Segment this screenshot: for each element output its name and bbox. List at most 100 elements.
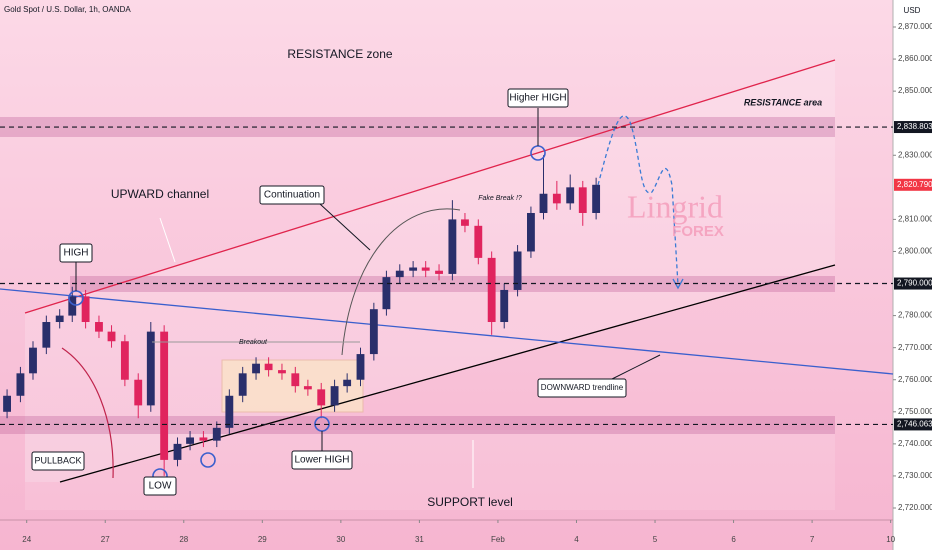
x-tick-label: 6 <box>731 535 736 544</box>
callout-box <box>507 88 569 108</box>
projection-arrowhead <box>672 278 684 290</box>
candle-body <box>527 212 535 252</box>
candle-body <box>212 427 221 441</box>
downward-trendline <box>0 288 894 375</box>
annotation: PULLBACK <box>34 455 81 465</box>
candle-body <box>421 267 430 271</box>
candle-body <box>303 386 312 390</box>
candle-body <box>474 225 483 258</box>
level-label: 2,746.063 <box>897 420 932 429</box>
y-tick-label: 2,850.000 <box>898 86 932 95</box>
y-tick-label: 2,810.000 <box>898 215 932 224</box>
candle-body <box>369 309 378 355</box>
candle-body <box>160 331 169 460</box>
chart-title: Gold Spot / U.S. Dollar, 1h, OANDA <box>4 5 131 14</box>
plot <box>3 155 601 476</box>
x-tick-label: 27 <box>101 535 110 544</box>
candle-body <box>592 184 601 213</box>
candle-body <box>252 363 260 374</box>
x-tick-label: 7 <box>810 535 815 544</box>
candle-body <box>42 322 51 348</box>
continuation-arrow <box>341 208 461 356</box>
callout-box <box>31 451 85 471</box>
annotation: Higher HIGH <box>509 93 566 104</box>
candle-body <box>199 437 208 441</box>
candle-body <box>409 267 418 271</box>
candle-body <box>68 296 77 316</box>
candle-body <box>356 354 365 380</box>
x-tick-label: 28 <box>179 535 188 544</box>
marker-circle <box>200 452 216 468</box>
candle-body <box>29 347 37 374</box>
x-tick-label: Feb <box>491 535 505 544</box>
candle-body <box>107 331 116 342</box>
candle-body <box>238 373 247 396</box>
x-tick-label: 30 <box>336 535 345 544</box>
y-tick-label: 2,860.000 <box>898 54 932 63</box>
candle-body <box>578 187 587 213</box>
annotation: Breakout <box>239 339 268 346</box>
candle-body <box>317 389 326 406</box>
candle-body <box>55 315 64 323</box>
y-tick-label: 2,760.000 <box>898 375 932 384</box>
candle-body <box>382 277 391 310</box>
candle-body <box>539 193 548 213</box>
candle-body <box>95 322 103 332</box>
y-tick-label: 2,730.000 <box>898 471 932 480</box>
callout-box <box>537 378 627 398</box>
level-label: 2,838.803 <box>897 122 932 131</box>
annotation: Lower HIGH <box>294 455 349 466</box>
y-tick-label: 2,870.000 <box>898 22 932 31</box>
callout-line <box>609 354 661 381</box>
callout-line <box>319 203 371 251</box>
x-tick-label: 24 <box>22 535 31 544</box>
x-tick-label: 10 <box>886 535 895 544</box>
x-tick-label: 29 <box>258 535 267 544</box>
candle-body <box>395 270 404 278</box>
annotation: LOW <box>149 481 172 492</box>
annotation: HIGH <box>64 248 89 259</box>
candle-body <box>291 373 300 387</box>
projection-path <box>597 115 679 286</box>
y-tick-label: 2,800.000 <box>898 247 932 256</box>
watermark: Lingrid <box>627 188 723 224</box>
candle-body <box>173 443 182 460</box>
candle-body <box>552 193 561 204</box>
callout-box <box>143 476 177 496</box>
candle-body <box>278 370 286 374</box>
pullback-arrow <box>61 347 114 479</box>
candle-body <box>330 386 339 406</box>
channel-trendline <box>59 264 836 483</box>
callout-box <box>291 450 353 470</box>
y-tick-label: 2,830.000 <box>898 150 932 159</box>
candle-body <box>186 437 194 444</box>
axis-unit: USD <box>904 6 921 15</box>
level-label-bg <box>894 418 932 431</box>
candle-body <box>343 379 352 387</box>
annotation: UPWARD channel <box>111 187 209 201</box>
callout-line <box>159 217 176 263</box>
candle-body <box>461 219 469 226</box>
candle-body <box>16 373 25 396</box>
level-label-bg <box>894 178 932 191</box>
x-tick-label: 4 <box>574 535 579 544</box>
candle-body <box>225 395 234 428</box>
annotation: Continuation <box>264 190 320 201</box>
annotation: RESISTANCE zone <box>287 47 392 61</box>
price-axis <box>893 0 932 550</box>
annotation: Fake Break !? <box>478 195 522 202</box>
annotation: SUPPORT level <box>427 495 513 509</box>
level-label-bg <box>894 121 932 134</box>
candle-body <box>3 395 11 412</box>
x-tick-label: 5 <box>653 535 658 544</box>
candle-body <box>513 251 522 290</box>
y-tick-label: 2,750.000 <box>898 407 932 416</box>
annotation: RESISTANCE area <box>744 97 822 107</box>
annotation: DOWNWARD trendline <box>541 383 624 392</box>
callout-box <box>259 185 325 205</box>
candle-body <box>448 219 457 274</box>
resistance-trendline <box>24 59 836 314</box>
candle-body <box>487 257 496 323</box>
